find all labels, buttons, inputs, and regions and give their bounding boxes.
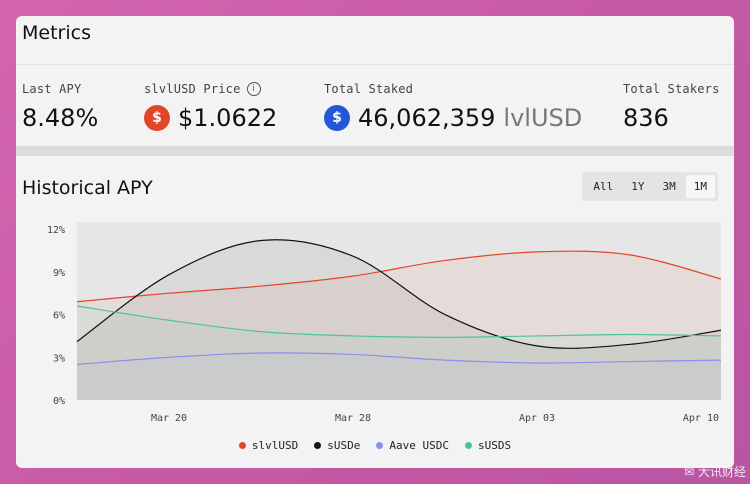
- range-button-all[interactable]: All: [593, 180, 614, 193]
- series-line-aave-usdc: [76, 352, 722, 365]
- last-apy-label: Last APY: [22, 82, 82, 96]
- chart-legend: slvlUSD sUSDe Aave USDC sUSDS: [16, 439, 734, 452]
- metric-last-apy: Last APY 8.48%: [22, 82, 98, 132]
- total-staked-value: 46,062,359: [358, 104, 496, 132]
- y-tick-label: 9%: [53, 268, 65, 279]
- series-line-slvlusd: [76, 250, 722, 303]
- legend-swatch: [238, 442, 246, 449]
- total-stakers-label: Total Stakers: [623, 82, 720, 96]
- price-label: slvlUSD Price: [144, 82, 241, 96]
- legend-item[interactable]: Aave USDC: [376, 439, 449, 452]
- range-selector: All 1Y 3M 1M: [582, 172, 718, 201]
- series-line-susds: [76, 305, 722, 338]
- y-tick-label: 0%: [53, 396, 65, 407]
- legend-label: slvlUSD: [251, 439, 299, 452]
- metrics-divider: [16, 64, 734, 65]
- price-value: $1.0622: [178, 104, 278, 132]
- plot-background: [77, 222, 721, 400]
- legend-label: Aave USDC: [389, 439, 449, 452]
- y-tick-label: 12%: [47, 225, 65, 236]
- y-tick-label: 6%: [53, 311, 65, 322]
- info-icon[interactable]: i: [246, 82, 261, 96]
- legend-swatch: [314, 442, 322, 449]
- metrics-card: Metrics Last APY 8.48% slvlUSD Price i $…: [16, 16, 734, 468]
- x-tick-label: Mar 28: [335, 413, 371, 424]
- legend-label: sUSDS: [477, 439, 512, 452]
- legend-label: sUSDe: [327, 439, 361, 452]
- series-area-aave-usdc: [77, 352, 721, 400]
- total-stakers-value: 836: [623, 104, 669, 132]
- apy-chart: 0% 3% 6% 9% 12% Mar 20 Mar 28 Apr 03 Apr 10: [47, 222, 722, 424]
- series-line-susde: [76, 239, 722, 349]
- y-tick-label: 3%: [53, 353, 65, 364]
- range-button-1m[interactable]: 1M: [685, 175, 715, 198]
- x-tick-label: Mar 20: [151, 413, 187, 424]
- section-separator: [16, 146, 734, 156]
- total-staked-unit: lvlUSD: [503, 104, 583, 132]
- metric-total-staked: Total Staked $ 46,062,359 lvlUSD: [324, 82, 582, 132]
- legend-swatch: [464, 442, 472, 449]
- legend-item[interactable]: sUSDS: [464, 439, 512, 452]
- series-area-susde: [77, 239, 721, 400]
- range-button-1y[interactable]: 1Y: [631, 180, 645, 193]
- historical-apy-title: Historical APY: [22, 177, 153, 199]
- legend-swatch: [376, 442, 384, 449]
- range-button-3m[interactable]: 3M: [662, 180, 676, 193]
- slvlusd-coin-icon: $: [144, 105, 170, 131]
- total-staked-label: Total Staked: [324, 82, 414, 96]
- metrics-title: Metrics: [22, 22, 91, 44]
- lvlusd-coin-icon: $: [324, 105, 350, 131]
- x-tick-label: Apr 10: [683, 413, 719, 424]
- watermark-text: ✉ 大讯财经: [684, 465, 746, 479]
- metric-total-stakers: Total Stakers 836: [623, 82, 720, 132]
- legend-item[interactable]: slvlUSD: [238, 439, 299, 452]
- x-tick-label: Apr 03: [519, 413, 555, 424]
- last-apy-value: 8.48%: [22, 104, 99, 132]
- legend-item[interactable]: sUSDe: [314, 439, 360, 452]
- metric-price: slvlUSD Price i $ $1.0622: [144, 82, 277, 132]
